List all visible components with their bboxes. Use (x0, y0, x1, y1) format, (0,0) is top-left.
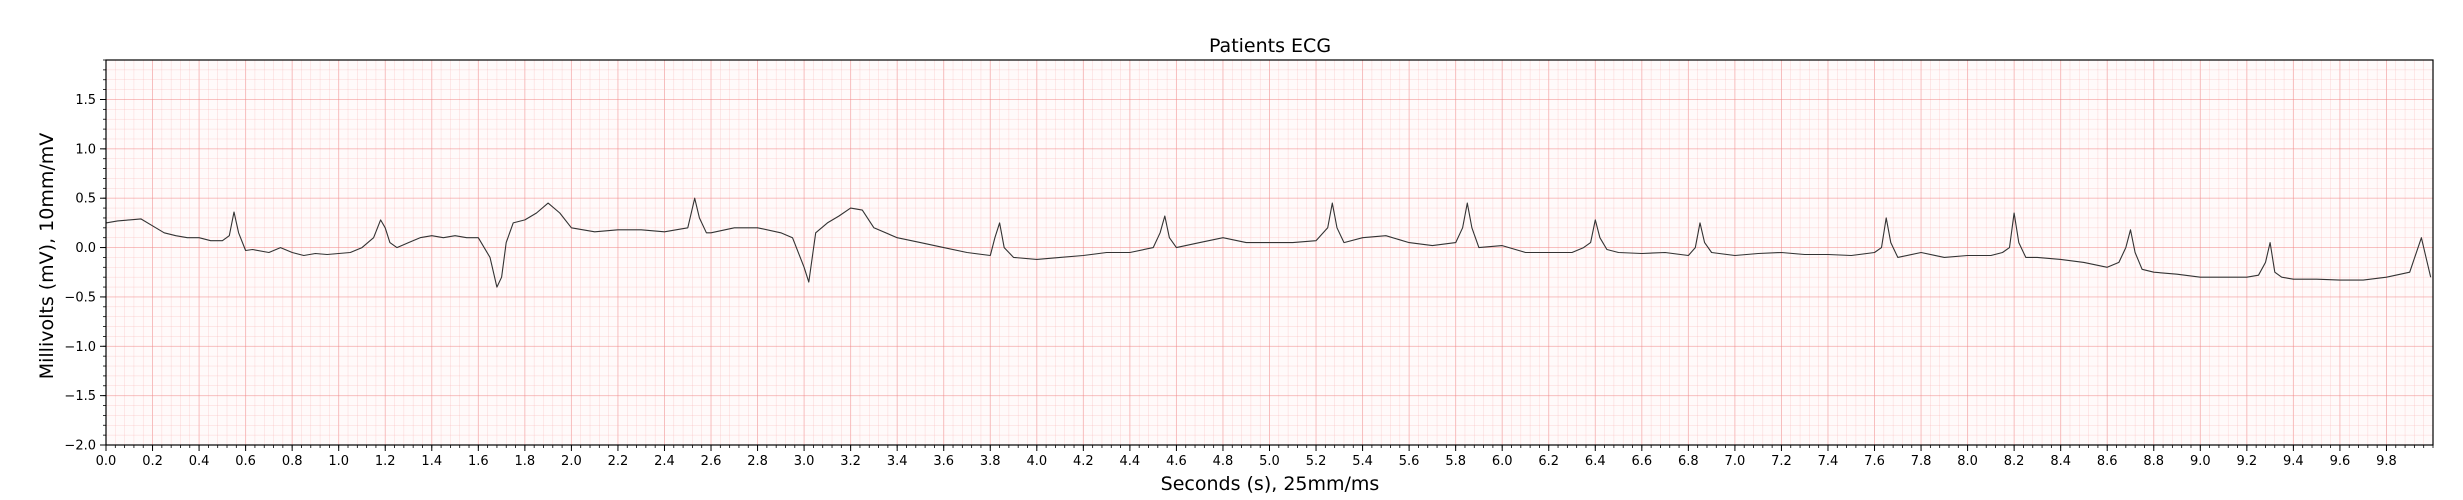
y-axis-label: Millivolts (mV), 10mm/mV (36, 133, 58, 380)
x-tick-label: 6.2 (1538, 454, 1559, 469)
y-tick-label: −1.5 (64, 389, 96, 404)
x-tick-label: 7.8 (1911, 454, 1932, 469)
x-tick-label: 7.2 (1771, 454, 1792, 469)
x-tick-label: 9.6 (2330, 454, 2351, 469)
x-tick-label: 4.0 (1026, 454, 1047, 469)
x-tick-label: 6.8 (1678, 454, 1699, 469)
x-tick-label: 1.0 (328, 454, 349, 469)
x-tick-label: 2.8 (747, 454, 768, 469)
x-tick-label: 2.4 (654, 454, 675, 469)
x-axis-ticks: 0.0 0.2 0.4 0.6 0.8 1.0 1.2 1.4 1.6 1.8 2.0 2.2 2.4 2… (96, 445, 2397, 469)
x-tick-label: 6.6 (1631, 454, 1652, 469)
x-tick-label: 0.6 (235, 454, 256, 469)
x-tick-label: 0.4 (189, 454, 210, 469)
x-tick-label: 4.6 (1166, 454, 1187, 469)
x-tick-label: 0.8 (282, 454, 303, 469)
x-tick-label: 7.4 (1818, 454, 1839, 469)
x-tick-label: 0.0 (96, 454, 117, 469)
chart-title: Patients ECG (1209, 35, 1331, 57)
x-tick-label: 0.2 (142, 454, 163, 469)
x-tick-label: 5.6 (1399, 454, 1420, 469)
x-tick-label: 6.4 (1585, 454, 1606, 469)
x-tick-label: 8.4 (2050, 454, 2071, 469)
ecg-grid (105, 59, 2434, 446)
ecg-trace-line (105, 197, 2432, 288)
x-tick-label: 5.8 (1445, 454, 1466, 469)
x-tick-label: 8.8 (2143, 454, 2164, 469)
x-axis-label: Seconds (s), 25mm/ms (1161, 473, 1380, 495)
x-tick-label: 1.6 (468, 454, 489, 469)
y-tick-label: 1.5 (75, 93, 96, 108)
x-tick-label: 7.0 (1725, 454, 1746, 469)
y-tick-label: −1.0 (64, 340, 96, 355)
x-tick-label: 8.0 (1957, 454, 1978, 469)
y-tick-label: 0.0 (75, 241, 96, 256)
x-tick-label: 9.2 (2236, 454, 2257, 469)
x-tick-label: 9.0 (2190, 454, 2211, 469)
x-tick-label: 1.2 (375, 454, 396, 469)
x-tick-label: 5.4 (1352, 454, 1373, 469)
x-tick-label: 5.2 (1306, 454, 1327, 469)
x-tick-label: 2.2 (608, 454, 629, 469)
x-tick-label: 2.0 (561, 454, 582, 469)
x-tick-label: 1.4 (421, 454, 442, 469)
x-tick-label: 3.0 (794, 454, 815, 469)
y-tick-label: 1.0 (75, 142, 96, 157)
y-axis-ticks: −2.0 −1.5 −1.0 −0.5 0.0 0.5 1.0 1.5 (64, 93, 106, 454)
x-tick-label: 4.8 (1213, 454, 1234, 469)
x-tick-label: 4.2 (1073, 454, 1094, 469)
x-tick-label: 2.6 (701, 454, 722, 469)
y-tick-label: 0.5 (75, 192, 96, 207)
x-tick-label: 9.8 (2376, 454, 2397, 469)
x-tick-label: 7.6 (1864, 454, 1885, 469)
x-tick-label: 5.0 (1259, 454, 1280, 469)
y-tick-label: −0.5 (64, 290, 96, 305)
x-tick-label: 1.8 (515, 454, 536, 469)
x-tick-label: 8.2 (2004, 454, 2025, 469)
ecg-trace-layer (105, 197, 2432, 288)
x-tick-label: 3.4 (887, 454, 908, 469)
x-tick-label: 8.6 (2097, 454, 2118, 469)
x-tick-label: 3.6 (933, 454, 954, 469)
x-tick-label: 4.4 (1120, 454, 1141, 469)
x-tick-label: 6.0 (1492, 454, 1513, 469)
y-tick-label: −2.0 (64, 439, 96, 454)
x-tick-label: 3.8 (980, 454, 1001, 469)
x-tick-label: 9.4 (2283, 454, 2304, 469)
x-tick-label: 3.2 (840, 454, 861, 469)
